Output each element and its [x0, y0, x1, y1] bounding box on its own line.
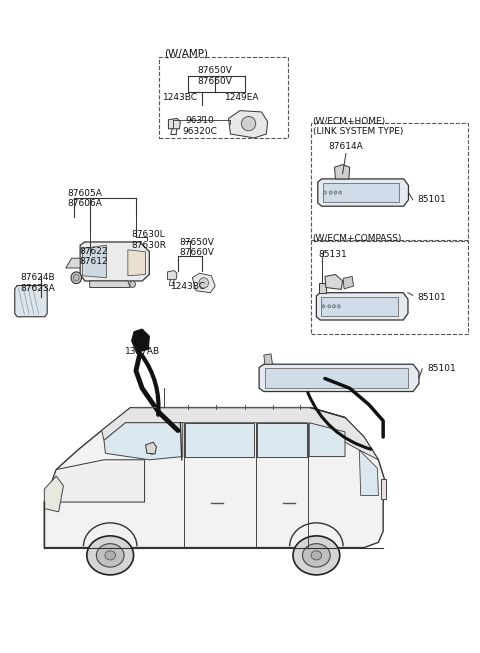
Ellipse shape: [329, 191, 332, 194]
Polygon shape: [192, 273, 215, 293]
Text: (LINK SYSTEM TYPE): (LINK SYSTEM TYPE): [312, 127, 403, 136]
Ellipse shape: [73, 274, 79, 281]
Text: 85131: 85131: [319, 250, 348, 259]
Polygon shape: [185, 422, 254, 456]
Text: (W/AMP): (W/AMP): [165, 48, 209, 59]
Ellipse shape: [199, 278, 208, 288]
Ellipse shape: [311, 551, 322, 560]
Polygon shape: [264, 354, 273, 364]
Polygon shape: [360, 450, 378, 496]
Polygon shape: [168, 118, 180, 129]
Ellipse shape: [324, 191, 326, 194]
Text: 1249EA: 1249EA: [225, 93, 259, 102]
Bar: [311, 242, 468, 334]
Polygon shape: [228, 110, 268, 138]
Ellipse shape: [339, 191, 342, 194]
Text: 87614A: 87614A: [329, 142, 363, 151]
Polygon shape: [335, 165, 350, 179]
Text: 87630L
87630R: 87630L 87630R: [131, 231, 166, 249]
Text: 85101: 85101: [428, 364, 456, 374]
Polygon shape: [132, 329, 149, 353]
Ellipse shape: [328, 305, 331, 308]
Polygon shape: [104, 422, 183, 460]
Ellipse shape: [293, 536, 340, 575]
Ellipse shape: [334, 191, 337, 194]
Polygon shape: [80, 242, 149, 281]
Ellipse shape: [71, 272, 82, 283]
Text: 87624B
87623A: 87624B 87623A: [21, 273, 55, 293]
Polygon shape: [257, 422, 307, 456]
Text: 1327AB: 1327AB: [125, 347, 160, 357]
Text: 87650V
87660V: 87650V 87660V: [179, 238, 214, 257]
Text: 85101: 85101: [418, 195, 446, 204]
Polygon shape: [66, 258, 80, 268]
Ellipse shape: [87, 536, 133, 575]
Ellipse shape: [333, 305, 336, 308]
Text: 96310
96320C: 96310 96320C: [182, 116, 217, 136]
Text: 1243BC: 1243BC: [163, 93, 198, 102]
Polygon shape: [128, 250, 145, 276]
Polygon shape: [44, 407, 385, 548]
Polygon shape: [44, 476, 63, 512]
Polygon shape: [90, 281, 130, 287]
Polygon shape: [83, 246, 107, 278]
Ellipse shape: [322, 305, 325, 308]
Bar: [321, 296, 398, 316]
Polygon shape: [145, 442, 156, 454]
Polygon shape: [325, 274, 343, 289]
Ellipse shape: [96, 544, 124, 567]
Polygon shape: [44, 460, 144, 502]
Text: 87622
87612: 87622 87612: [79, 247, 108, 266]
Text: 87605A
87606A: 87605A 87606A: [68, 189, 102, 208]
Bar: [265, 368, 408, 388]
Ellipse shape: [105, 551, 116, 560]
Polygon shape: [15, 285, 47, 317]
Polygon shape: [343, 276, 354, 289]
Ellipse shape: [302, 544, 330, 567]
Bar: [323, 183, 399, 202]
Text: 85101: 85101: [418, 293, 446, 302]
Polygon shape: [381, 479, 385, 499]
Text: (W/ECM+HOME): (W/ECM+HOME): [312, 118, 385, 126]
Bar: [159, 57, 288, 138]
Polygon shape: [168, 270, 177, 279]
Ellipse shape: [130, 281, 135, 287]
Polygon shape: [316, 293, 408, 320]
Polygon shape: [319, 283, 326, 293]
Ellipse shape: [241, 116, 256, 131]
Polygon shape: [309, 422, 345, 456]
Bar: [311, 123, 468, 240]
Polygon shape: [318, 179, 408, 206]
Text: 1243BC: 1243BC: [171, 282, 206, 291]
Ellipse shape: [337, 305, 340, 308]
Text: 87650V
87660V: 87650V 87660V: [197, 67, 232, 86]
Polygon shape: [259, 364, 419, 392]
Text: (W/ECM+COMPASS): (W/ECM+COMPASS): [312, 234, 402, 244]
Ellipse shape: [148, 446, 156, 454]
Polygon shape: [102, 407, 378, 460]
